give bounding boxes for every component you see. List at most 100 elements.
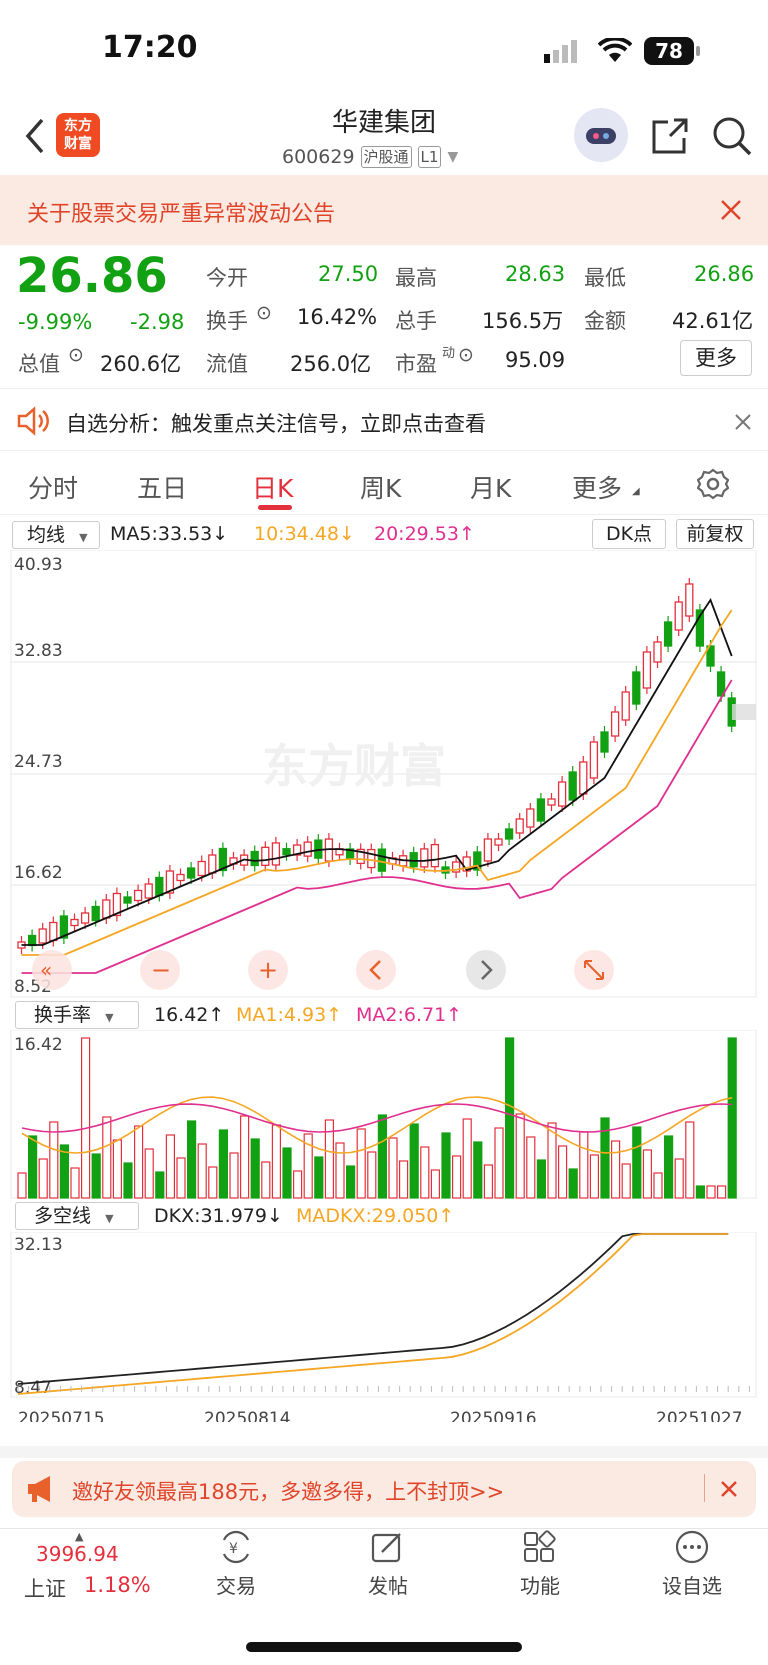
candle xyxy=(695,609,705,647)
y-label: 32.83 xyxy=(14,641,63,661)
dkx-chart[interactable]: 32.13 8.47 20250715 20250814 20250916 20… xyxy=(0,1232,768,1422)
more-button[interactable]: 更多 xyxy=(680,340,752,376)
turnover-bar xyxy=(621,1163,631,1199)
dkx-indicator-select[interactable]: 多空线 ▼ xyxy=(15,1202,139,1230)
candle xyxy=(653,641,662,663)
turnover-bar xyxy=(17,1172,27,1199)
kline-chart[interactable]: 东方财富 40.93 32.83 24.73 16.62 8.52 « − + xyxy=(0,550,768,1000)
tab-week-k[interactable]: 周K xyxy=(360,474,402,503)
indicator-select[interactable]: 均线 ▼ xyxy=(12,521,100,549)
turnover-bar xyxy=(685,1121,695,1199)
divider xyxy=(0,514,768,515)
turnover-indicator-select[interactable]: 换手率 ▼ xyxy=(15,1001,139,1029)
adjust-button[interactable]: 前复权 xyxy=(676,519,754,549)
turnover-bar xyxy=(91,1153,101,1199)
candle xyxy=(27,934,37,947)
notice-bar[interactable] xyxy=(0,175,768,245)
tab-intraday[interactable]: 分时 xyxy=(28,474,79,503)
pe-label: 市盈 xyxy=(395,352,437,376)
edit-icon xyxy=(370,1530,406,1568)
tab-month-k[interactable]: 月K xyxy=(470,474,512,503)
share-icon[interactable] xyxy=(650,116,690,160)
svg-text:«: « xyxy=(40,958,52,982)
search-icon[interactable] xyxy=(710,114,754,162)
change-amount: -2.98 xyxy=(130,310,185,334)
zoom-in-button[interactable]: + xyxy=(248,950,288,990)
tab-five-day[interactable]: 五日 xyxy=(137,474,188,503)
turnover-bar xyxy=(134,1125,144,1199)
turnover-bar xyxy=(568,1168,578,1199)
fullscreen-button[interactable] xyxy=(574,950,614,990)
notice-text[interactable]: 关于股票交易严重异常波动公告 xyxy=(27,202,336,227)
nav-add-watchlist[interactable]: 设自选 xyxy=(632,1530,752,1600)
robot-avatar-icon[interactable] xyxy=(574,108,628,162)
turnover-bar xyxy=(229,1152,239,1199)
stock-name: 华建集团 xyxy=(331,108,436,138)
info-icon[interactable]: ⊙ xyxy=(68,344,84,366)
madkx-value: MADKX:29.050↑ xyxy=(296,1205,455,1227)
candle xyxy=(38,928,47,944)
turnover-bar xyxy=(589,1154,600,1199)
app-logo: 东方 财富 xyxy=(56,113,100,157)
dk-point-button[interactable]: DK点 xyxy=(592,519,666,549)
candle xyxy=(409,852,418,868)
divider xyxy=(0,388,768,389)
amount-label: 金额 xyxy=(584,309,626,333)
index-widget[interactable]: ▲ 3996.94 上证 1.18% xyxy=(20,1528,160,1601)
level-tag: L1 xyxy=(417,146,442,168)
promo-bar[interactable] xyxy=(12,1461,756,1517)
scroll-first-button[interactable]: « xyxy=(32,950,72,990)
turnover-bar xyxy=(695,1185,706,1199)
dkx-frame xyxy=(10,1232,757,1398)
promo-text[interactable]: 邀好友领最高188元，多邀多得，上不封顶>> xyxy=(72,1480,505,1504)
tab-day-k[interactable]: 日K xyxy=(252,474,294,503)
candle xyxy=(176,873,185,882)
turnover-ma1-line xyxy=(21,1096,733,1154)
nav-post-label: 发帖 xyxy=(368,1574,408,1598)
info-icon[interactable]: ⊙ xyxy=(256,302,272,324)
logo-text-2: 财富 xyxy=(64,136,92,152)
turnover-bar xyxy=(314,1156,324,1199)
low-label: 最低 xyxy=(584,266,626,290)
candle xyxy=(600,731,609,753)
turnover-bar xyxy=(483,1164,493,1199)
back-icon[interactable] xyxy=(24,118,46,158)
turnover-chart[interactable]: 16.42 xyxy=(0,1030,768,1200)
tab-more[interactable]: 更多 xyxy=(572,474,623,503)
dropdown-icon: ▼ xyxy=(79,531,88,544)
signal-icon xyxy=(544,40,580,68)
zoom-out-button[interactable]: − xyxy=(140,950,180,990)
candle xyxy=(632,671,641,705)
analysis-text[interactable]: 自选分析：触发重点关注信号，立即点击查看 xyxy=(66,412,486,436)
candle xyxy=(685,583,694,617)
ma5-line xyxy=(21,598,733,946)
svg-text:¥: ¥ xyxy=(229,1541,238,1557)
divider xyxy=(0,1528,768,1529)
turnover-bar xyxy=(399,1160,409,1199)
nav-trade[interactable]: ¥ 交易 xyxy=(176,1530,296,1600)
candle xyxy=(292,844,302,856)
low-value: 26.86 xyxy=(694,262,755,286)
nav-functions[interactable]: 功能 xyxy=(480,1530,600,1600)
close-icon[interactable] xyxy=(720,1480,738,1502)
dropdown-icon: ▼ xyxy=(447,149,459,165)
info-icon[interactable]: ⊙ xyxy=(458,344,474,366)
divider xyxy=(704,1474,705,1502)
settings-icon[interactable] xyxy=(696,468,730,504)
scroll-left-button[interactable] xyxy=(356,950,396,990)
turnover-bar xyxy=(144,1148,154,1199)
stock-code: 600629 xyxy=(282,146,355,168)
turnover-bar xyxy=(441,1132,451,1199)
close-icon[interactable] xyxy=(734,413,752,435)
close-icon[interactable] xyxy=(720,199,742,225)
stock-code-row[interactable]: 600629 沪股通 L1 ▼ xyxy=(282,146,458,168)
turnover-bar xyxy=(377,1114,387,1199)
nav-post[interactable]: 发帖 xyxy=(328,1530,448,1600)
dkx-max-label: 32.13 xyxy=(14,1235,63,1255)
grid-icon xyxy=(522,1530,558,1568)
ma10-value: 10:34.48↓ xyxy=(254,523,355,545)
scroll-right-button[interactable] xyxy=(466,950,506,990)
ma10-line xyxy=(21,609,733,956)
price-marker xyxy=(732,704,756,720)
candle xyxy=(430,843,440,868)
